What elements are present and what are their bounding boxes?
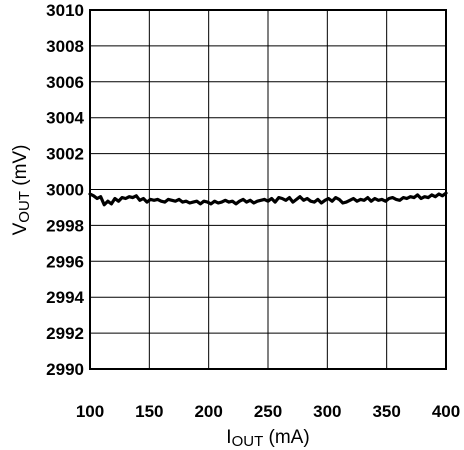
y-tick-label: 3000	[46, 181, 84, 200]
y-tick-label: 2990	[46, 360, 84, 379]
x-tick-labels: 100 150 200 250 300 350 400	[76, 402, 460, 421]
y-tick-label: 2994	[46, 288, 84, 307]
y-tick-label: 3006	[46, 73, 84, 92]
y-tick-label: 2992	[46, 324, 84, 343]
y-axis-label: VOUT (mV)	[10, 145, 33, 236]
x-axis-label-unit: (mA)	[263, 427, 309, 448]
x-tick-label: 300	[313, 402, 341, 421]
y-tick-label: 3008	[46, 37, 84, 56]
x-axis-label-subscript: OUT	[232, 433, 264, 450]
y-tick-label: 3002	[46, 145, 84, 164]
x-axis-label: IOUT (mA)	[226, 427, 309, 450]
y-tick-label: 2998	[46, 216, 84, 235]
x-axis-label-main: I	[226, 427, 231, 448]
y-tick-labels: 2990 2992 2994 2996 2998 3000 3002 3004 3006 3008…	[46, 1, 84, 379]
y-tick-label: 2996	[46, 252, 84, 271]
y-axis-label-subscript: OUT	[16, 191, 33, 223]
x-tick-label: 100	[76, 402, 104, 421]
x-tick-label: 150	[135, 402, 163, 421]
y-axis-label-unit: (mV)	[10, 145, 31, 191]
series-line-0	[88, 191, 448, 207]
y-tick-label: 3010	[46, 1, 84, 20]
data-layer	[88, 191, 448, 207]
grid-lines	[89, 9, 447, 370]
y-axis-label-main: V	[10, 222, 31, 235]
plot-frame	[89, 9, 447, 370]
x-tick-label: 350	[372, 402, 400, 421]
x-tick-label: 250	[254, 402, 282, 421]
y-tick-label: 3004	[46, 109, 84, 128]
x-tick-label: 200	[194, 402, 222, 421]
x-tick-label: 400	[432, 402, 460, 421]
